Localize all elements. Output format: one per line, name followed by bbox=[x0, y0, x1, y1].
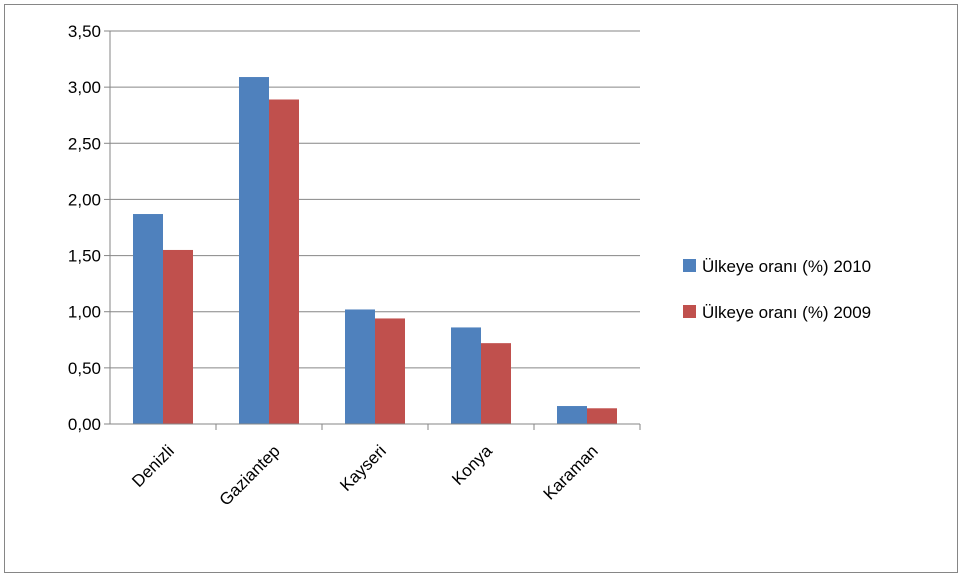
bar bbox=[239, 77, 269, 424]
y-tick-label: 3,00 bbox=[68, 78, 101, 97]
y-tick-label: 0,00 bbox=[68, 415, 101, 434]
x-tick-label: Kayseri bbox=[336, 441, 390, 495]
y-tick-label: 2,00 bbox=[68, 190, 101, 209]
bar bbox=[375, 318, 405, 424]
y-tick-label: 1,00 bbox=[68, 303, 101, 322]
axes bbox=[104, 30, 641, 430]
bar bbox=[163, 249, 193, 424]
y-tick-labels: 0,00 0,50 1,00 1,50 2,00 2,50 3,00 3,50 bbox=[68, 22, 101, 434]
legend: Ülkeye oranı (%) 2010 Ülkeye oranı (%) 20… bbox=[683, 257, 871, 322]
x-tick-label: Karaman bbox=[540, 441, 602, 503]
bar bbox=[587, 408, 617, 424]
bar bbox=[133, 214, 163, 424]
x-tick-labels: Denizli Gaziantep Kayseri Konya Karaman bbox=[128, 441, 602, 510]
y-tick-label: 2,50 bbox=[68, 134, 101, 153]
x-tick-label: Konya bbox=[448, 441, 496, 489]
y-tick-label: 1,50 bbox=[68, 247, 101, 266]
bars bbox=[133, 77, 617, 424]
legend-swatch bbox=[683, 305, 696, 318]
bar bbox=[557, 406, 587, 424]
legend-label: Ülkeye oranı (%) 2010 bbox=[702, 257, 871, 276]
bar bbox=[269, 99, 299, 424]
y-tick-label: 0,50 bbox=[68, 359, 101, 378]
bar bbox=[345, 309, 375, 424]
y-tick-label: 3,50 bbox=[68, 22, 101, 41]
legend-swatch bbox=[683, 259, 696, 272]
legend-label: Ülkeye oranı (%) 2009 bbox=[702, 303, 871, 322]
bar bbox=[481, 343, 511, 424]
x-tick-label: Denizli bbox=[128, 441, 178, 491]
x-tick-label: Gaziantep bbox=[216, 441, 284, 509]
bar bbox=[451, 327, 481, 424]
gridlines bbox=[110, 30, 640, 369]
